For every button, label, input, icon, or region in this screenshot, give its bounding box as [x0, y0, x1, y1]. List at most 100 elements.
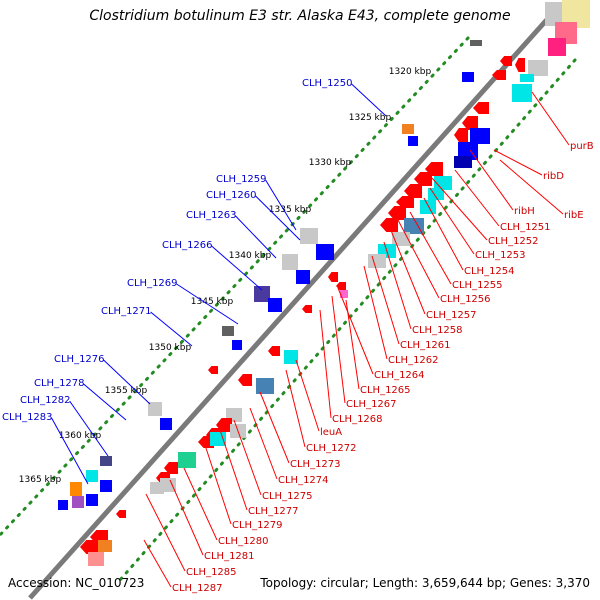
right-gene-label: CLH_1252 — [488, 236, 539, 247]
kbp-tick-label: 1355 kbp — [105, 386, 148, 396]
accession-label: Accession: NC_010723 — [8, 576, 145, 590]
gene-arrow-5 — [515, 58, 525, 72]
gene-block-73 — [408, 136, 418, 146]
right-label-connector — [423, 197, 464, 271]
genome-backbone — [28, 3, 562, 600]
right-gene-label: CLH_1264 — [374, 370, 425, 381]
left-gene-label: CLH_1282 — [20, 395, 71, 406]
right-label-connector — [183, 467, 218, 541]
right-label-connector — [331, 295, 346, 404]
genome-summary: Topology: circular; Length: 3,659,644 bp… — [260, 576, 590, 590]
kbp-tick-label: 1350 kbp — [149, 343, 192, 353]
right-label-connector — [531, 91, 570, 146]
gene-arrow-19 — [396, 196, 414, 208]
left-label-connector — [103, 359, 151, 405]
right-label-connector — [169, 479, 204, 556]
right-gene-labels: purB ribD ribE ribH CLH_1251 CLH_1252 CLH_1253… — [143, 91, 594, 594]
gene-block-54 — [300, 228, 318, 244]
left-label-connector — [255, 195, 301, 241]
right-label-connector — [203, 441, 232, 525]
left-gene-label: CLH_1263 — [186, 210, 237, 221]
left-gene-label: CLH_1269 — [127, 278, 178, 289]
right-gene-label: CLH_1253 — [475, 250, 526, 261]
right-gene-label: CLH_1285 — [186, 567, 237, 578]
gene-arrow-17 — [414, 172, 432, 186]
right-label-connector — [295, 359, 320, 432]
left-label-connector — [83, 383, 127, 421]
gene-block-7 — [512, 84, 532, 102]
right-gene-label: CLH_1272 — [306, 443, 357, 454]
left-gene-label: CLH_1283 — [2, 412, 53, 423]
gene-arrow-18 — [404, 184, 422, 198]
right-gene-label: CLH_1277 — [248, 506, 299, 517]
gene-block-53 — [88, 552, 104, 566]
right-label-connector — [383, 241, 412, 330]
right-gene-label: CLH_1273 — [290, 459, 341, 470]
gene-arrow-9 — [492, 70, 506, 80]
right-gene-label: CLH_1256 — [440, 294, 491, 305]
gene-arrow-8 — [500, 56, 512, 66]
gene-arrow-49 — [116, 510, 126, 518]
gene-arrow-10 — [473, 102, 489, 114]
gene-block-68 — [72, 496, 84, 508]
gene-block-4 — [528, 60, 548, 76]
right-label-connector — [319, 309, 332, 419]
right-gene-label: CLH_1280 — [218, 536, 269, 547]
gene-block-24 — [420, 200, 436, 214]
gene-block-43 — [210, 432, 226, 446]
right-gene-label: ribH — [514, 206, 535, 217]
gene-block-70 — [58, 500, 68, 510]
kbp-tick-label: 1330 kbp — [309, 158, 352, 168]
right-label-connector — [285, 369, 306, 448]
right-label-connector — [371, 255, 400, 345]
gc-track-outer — [0, 36, 470, 537]
gene-arrow-30 — [336, 282, 346, 290]
gc-dot-tracks — [0, 36, 577, 582]
right-label-connector — [145, 493, 186, 572]
right-gene-label: CLH_1258 — [412, 325, 463, 336]
right-gene-label: ribD — [543, 171, 564, 182]
right-gene-label: CLH_1275 — [262, 491, 313, 502]
gene-block-60 — [222, 326, 234, 336]
right-label-connector — [337, 287, 374, 375]
gene-block-48 — [160, 478, 176, 492]
gene-block-61 — [232, 340, 242, 350]
gene-block-26 — [392, 232, 410, 246]
gene-block-65 — [86, 470, 98, 482]
right-label-connector — [219, 429, 248, 511]
gene-arrow-33 — [268, 346, 280, 356]
gene-arrow-36 — [238, 374, 252, 386]
gene-block-0 — [545, 2, 565, 26]
gene-arrow-45 — [164, 462, 178, 474]
gene-block-63 — [160, 418, 172, 430]
right-gene-label: leuA — [320, 427, 342, 438]
right-gene-label: CLH_1254 — [464, 266, 515, 277]
gene-arrow-32 — [302, 305, 312, 313]
gene-block-44 — [178, 452, 196, 468]
gene-block-58 — [254, 286, 270, 302]
gene-block-67 — [70, 482, 82, 496]
gene-block-56 — [282, 254, 298, 270]
right-gene-label: purB — [570, 141, 594, 152]
gene-block-66 — [100, 480, 112, 492]
gene-block-55 — [316, 244, 334, 260]
right-gene-label: CLH_1267 — [346, 399, 397, 410]
gene-arrow-21 — [380, 218, 398, 232]
kbp-tick-label: 1360 kbp — [59, 431, 102, 441]
right-gene-label: CLH_1261 — [400, 340, 451, 351]
right-label-connector — [143, 539, 172, 588]
kbp-tick-label: 1325 kbp — [349, 113, 392, 123]
left-label-connector — [51, 417, 89, 485]
right-gene-label: CLH_1255 — [452, 280, 503, 291]
gene-block-22 — [434, 176, 452, 190]
kbp-tick-label: 1335 kbp — [269, 205, 312, 215]
left-label-connector — [265, 179, 297, 231]
gene-block-13 — [470, 128, 490, 144]
gene-arrow-11 — [462, 116, 478, 130]
gene-arrow-29 — [328, 272, 338, 282]
left-label-connector — [69, 400, 109, 457]
right-label-connector — [363, 265, 388, 360]
gene-block-34 — [284, 350, 298, 364]
kbp-tick-label: 1320 kbp — [389, 67, 432, 77]
